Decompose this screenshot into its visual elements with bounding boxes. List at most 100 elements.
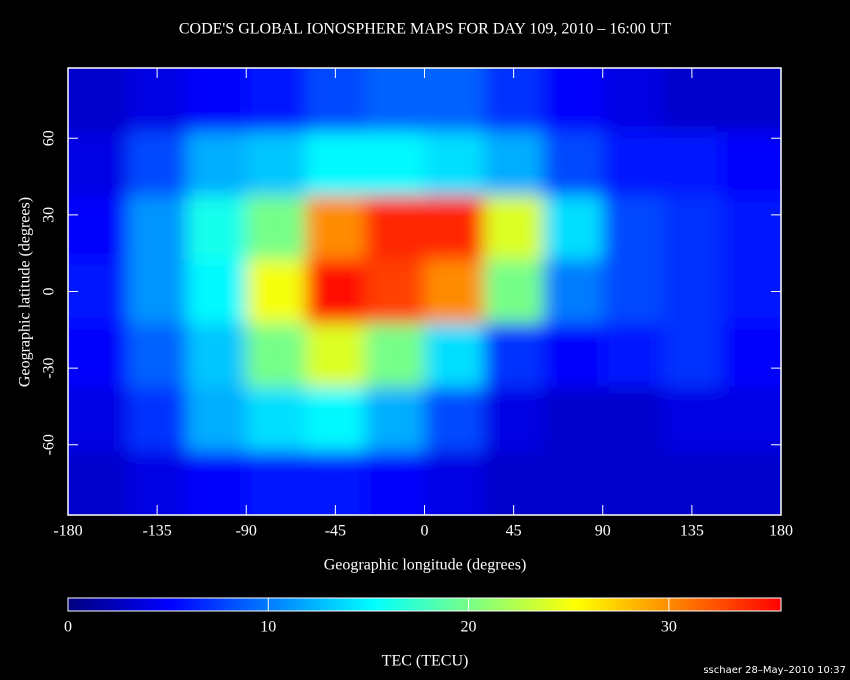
tec-cell [127, 323, 188, 389]
tec-cell [543, 195, 604, 261]
tec-cell [246, 259, 307, 325]
tec-cell [305, 259, 367, 325]
tec-cell [305, 451, 367, 515]
tec-cell [602, 68, 664, 133]
tec-cell [305, 68, 367, 133]
map-title: CODE'S GLOBAL IONOSPHERE MAPS FOR DAY 10… [179, 21, 671, 38]
y-tick-label: -30 [41, 357, 58, 378]
tec-cell [186, 387, 248, 453]
tec-cell [365, 131, 426, 197]
tec-cell [483, 195, 545, 261]
colorbar-label: TEC (TECU) [382, 653, 469, 670]
tec-cell [365, 451, 426, 515]
tec-cell [721, 323, 781, 389]
tec-cell [483, 451, 545, 515]
tec-cell [424, 451, 485, 515]
tec-cell [365, 259, 426, 325]
tec-cell [543, 131, 604, 197]
tec-cell [602, 259, 664, 325]
tec-cell [721, 451, 781, 515]
tec-cell [246, 195, 307, 261]
y-tick-label: -60 [41, 434, 58, 455]
tec-cell [68, 387, 129, 453]
tec-cell [483, 131, 545, 197]
tec-cell [424, 323, 485, 389]
tec-cell [68, 451, 129, 515]
tec-cell [68, 131, 129, 197]
tec-cell [662, 323, 723, 389]
tec-cell [68, 323, 129, 389]
tec-cell [662, 451, 723, 515]
x-tick-label: 0 [421, 523, 429, 540]
tec-cell [721, 131, 781, 197]
y-tick-label: 30 [41, 207, 58, 223]
credit: sschaer 28–May–2010 10:37 [703, 665, 846, 676]
y-tick-label: 60 [41, 130, 58, 146]
tec-cell [662, 387, 723, 453]
x-tick-label: 135 [680, 523, 704, 540]
tec-cell [127, 195, 188, 261]
tec-cell [186, 451, 248, 515]
x-tick-label: 90 [595, 523, 611, 540]
tec-cell [543, 387, 604, 453]
tec-cell [602, 387, 664, 453]
tec-cell [662, 259, 723, 325]
tec-cell [127, 68, 188, 133]
tec-cell [305, 131, 367, 197]
colorbar-tick-label: 30 [661, 619, 677, 636]
tec-cell [721, 68, 781, 133]
y-axis-label: Geographic latitude (degrees) [17, 197, 34, 387]
tec-cell [186, 323, 248, 389]
x-axis-label: Geographic longitude (degrees) [324, 557, 527, 574]
x-tick-label: 45 [506, 523, 522, 540]
tec-cell [246, 131, 307, 197]
tec-cell [602, 195, 664, 261]
tec-cell [602, 131, 664, 197]
x-tick-label: -180 [53, 523, 82, 540]
tec-cell [127, 387, 188, 453]
colorbar-tick-label: 10 [260, 619, 276, 636]
tec-cell [662, 68, 723, 133]
tec-cell [246, 451, 307, 515]
y-tick-label: 0 [41, 288, 58, 296]
tec-cell [483, 387, 545, 453]
colorbar [67, 597, 782, 612]
tec-cell [365, 323, 426, 389]
tec-cell [305, 323, 367, 389]
tec-cell [186, 131, 248, 197]
tec-cell [483, 68, 545, 133]
tec-cell [365, 68, 426, 133]
x-tick-label: -90 [236, 523, 257, 540]
tec-cell [127, 259, 188, 325]
tec-cell [721, 259, 781, 325]
tec-cell [602, 323, 664, 389]
tec-cell [424, 259, 485, 325]
tec-cell [186, 259, 248, 325]
heatmap [68, 68, 781, 515]
colorbar-tick-label: 0 [64, 619, 72, 636]
tec-cell [68, 68, 129, 133]
tec-cell [662, 131, 723, 197]
tec-cell [424, 195, 485, 261]
tec-cell [68, 195, 129, 261]
tec-cell [186, 195, 248, 261]
tec-cell [424, 131, 485, 197]
tec-cell [246, 387, 307, 453]
tec-cell [543, 68, 604, 133]
x-tick-label: -45 [325, 523, 346, 540]
x-tick-label: 180 [769, 523, 793, 540]
tec-cell [543, 259, 604, 325]
tec-cell [305, 195, 367, 261]
tec-cell [543, 323, 604, 389]
tec-cell [305, 387, 367, 453]
tec-cell [127, 451, 188, 515]
tec-cell [68, 259, 129, 325]
x-tick-label: -135 [142, 523, 171, 540]
tec-cell [365, 387, 426, 453]
tec-cell [424, 387, 485, 453]
tec-cell [186, 68, 248, 133]
tec-cell [246, 68, 307, 133]
tec-cell [483, 259, 545, 325]
tec-cell [483, 323, 545, 389]
